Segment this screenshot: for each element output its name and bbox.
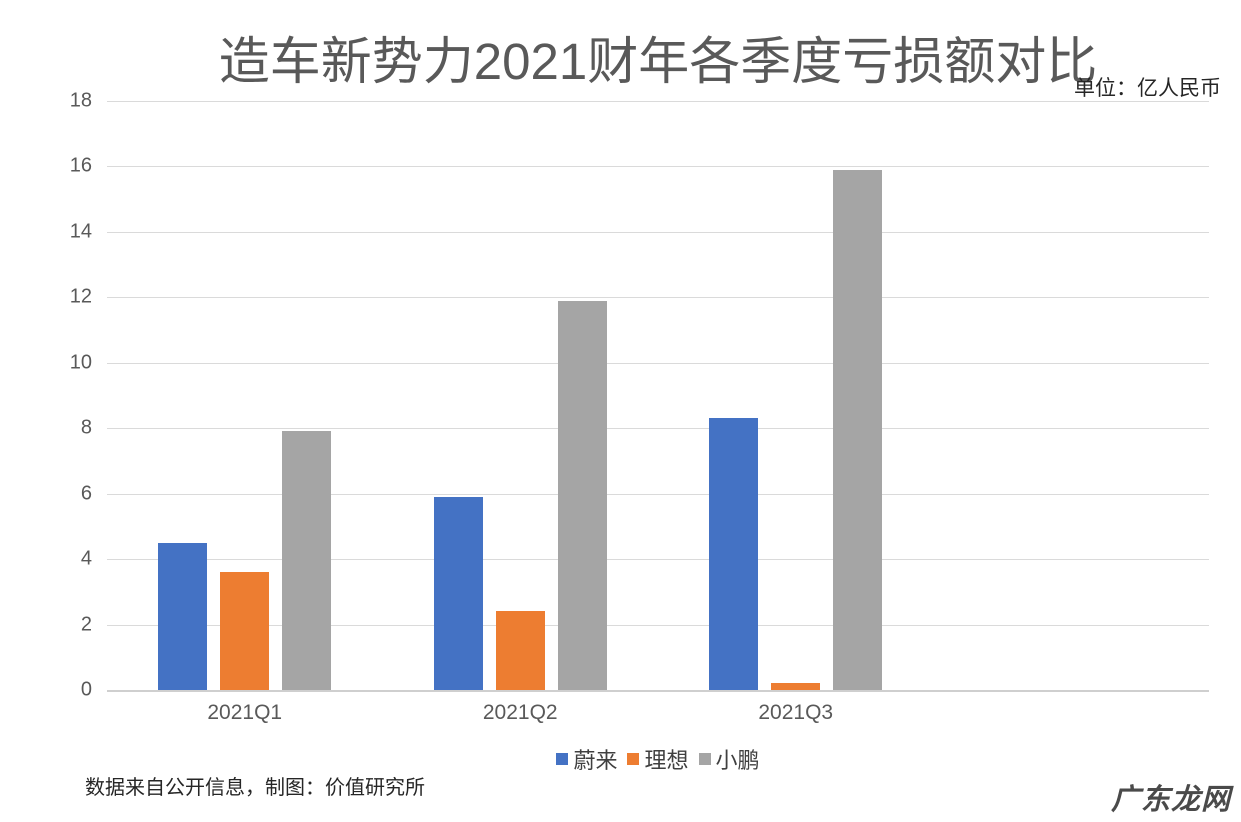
footer-note: 数据来自公开信息，制图：价值研究所: [85, 777, 425, 799]
y-tick-label: 0: [80, 678, 92, 701]
y-tick-label: 16: [69, 154, 92, 177]
unit-label: 单位：亿人民币: [1074, 77, 1221, 100]
legend-swatch-weilai: [556, 753, 569, 765]
legend-item-lixiang: 理想: [627, 743, 689, 775]
legend-item-xiaopeng: 小鹏: [698, 743, 760, 775]
gridline: [107, 101, 1209, 102]
y-tick-label: 10: [69, 351, 92, 374]
bar-xiaopeng-2021q3: [833, 170, 883, 690]
gridline: [107, 428, 1209, 430]
legend-swatch-lixiang: [627, 753, 640, 765]
x-tick-label: 2021Q3: [758, 701, 834, 724]
gridline: [107, 166, 1209, 168]
bar-xiaopeng-2021q1: [282, 431, 332, 690]
legend-item-weilai: 蔚来: [556, 743, 617, 775]
gridline: [107, 624, 1209, 626]
y-tick-label: 2: [80, 613, 92, 636]
plot-area: [107, 101, 1209, 692]
bar-lixiang-2021q2: [495, 611, 545, 690]
x-tick-label: 2021Q2: [482, 701, 558, 724]
y-tick-label: 12: [69, 285, 92, 308]
legend-label-xiaopeng: 小鹏: [715, 748, 760, 773]
legend-label-lixiang: 理想: [644, 748, 689, 773]
bar-lixiang-2021q3: [771, 683, 821, 690]
bar-xiaopeng-2021q2: [557, 301, 607, 690]
x-axis: 2021Q1 2021Q2 2021Q3: [107, 701, 1209, 729]
watermark: 广东龙网: [1110, 784, 1231, 816]
y-tick-label: 6: [80, 482, 92, 505]
bar-lixiang-2021q1: [220, 572, 270, 690]
y-tick-label: 18: [69, 89, 92, 112]
gridline: [107, 493, 1209, 495]
bar-weilai-2021q3: [709, 418, 759, 690]
bar-weilai-2021q1: [158, 543, 208, 690]
legend-label-weilai: 蔚来: [573, 748, 618, 773]
legend: 蔚来 理想 小鹏: [107, 743, 1209, 775]
bar-weilai-2021q2: [433, 497, 483, 690]
y-tick-label: 8: [80, 416, 92, 439]
legend-swatch-xiaopeng: [698, 753, 711, 765]
chart-title: 造车新势力2021财年各季度亏损额对比: [218, 33, 1098, 90]
gridline: [107, 559, 1209, 561]
y-axis: 0 2 4 6 8 10 12 14 16 18: [0, 90, 92, 701]
x-tick-label: 2021Q1: [207, 701, 283, 724]
y-tick-label: 14: [69, 220, 92, 243]
gridline: [107, 362, 1209, 364]
y-tick-label: 4: [80, 547, 92, 570]
gridline: [107, 297, 1209, 299]
gridline: [107, 231, 1209, 233]
